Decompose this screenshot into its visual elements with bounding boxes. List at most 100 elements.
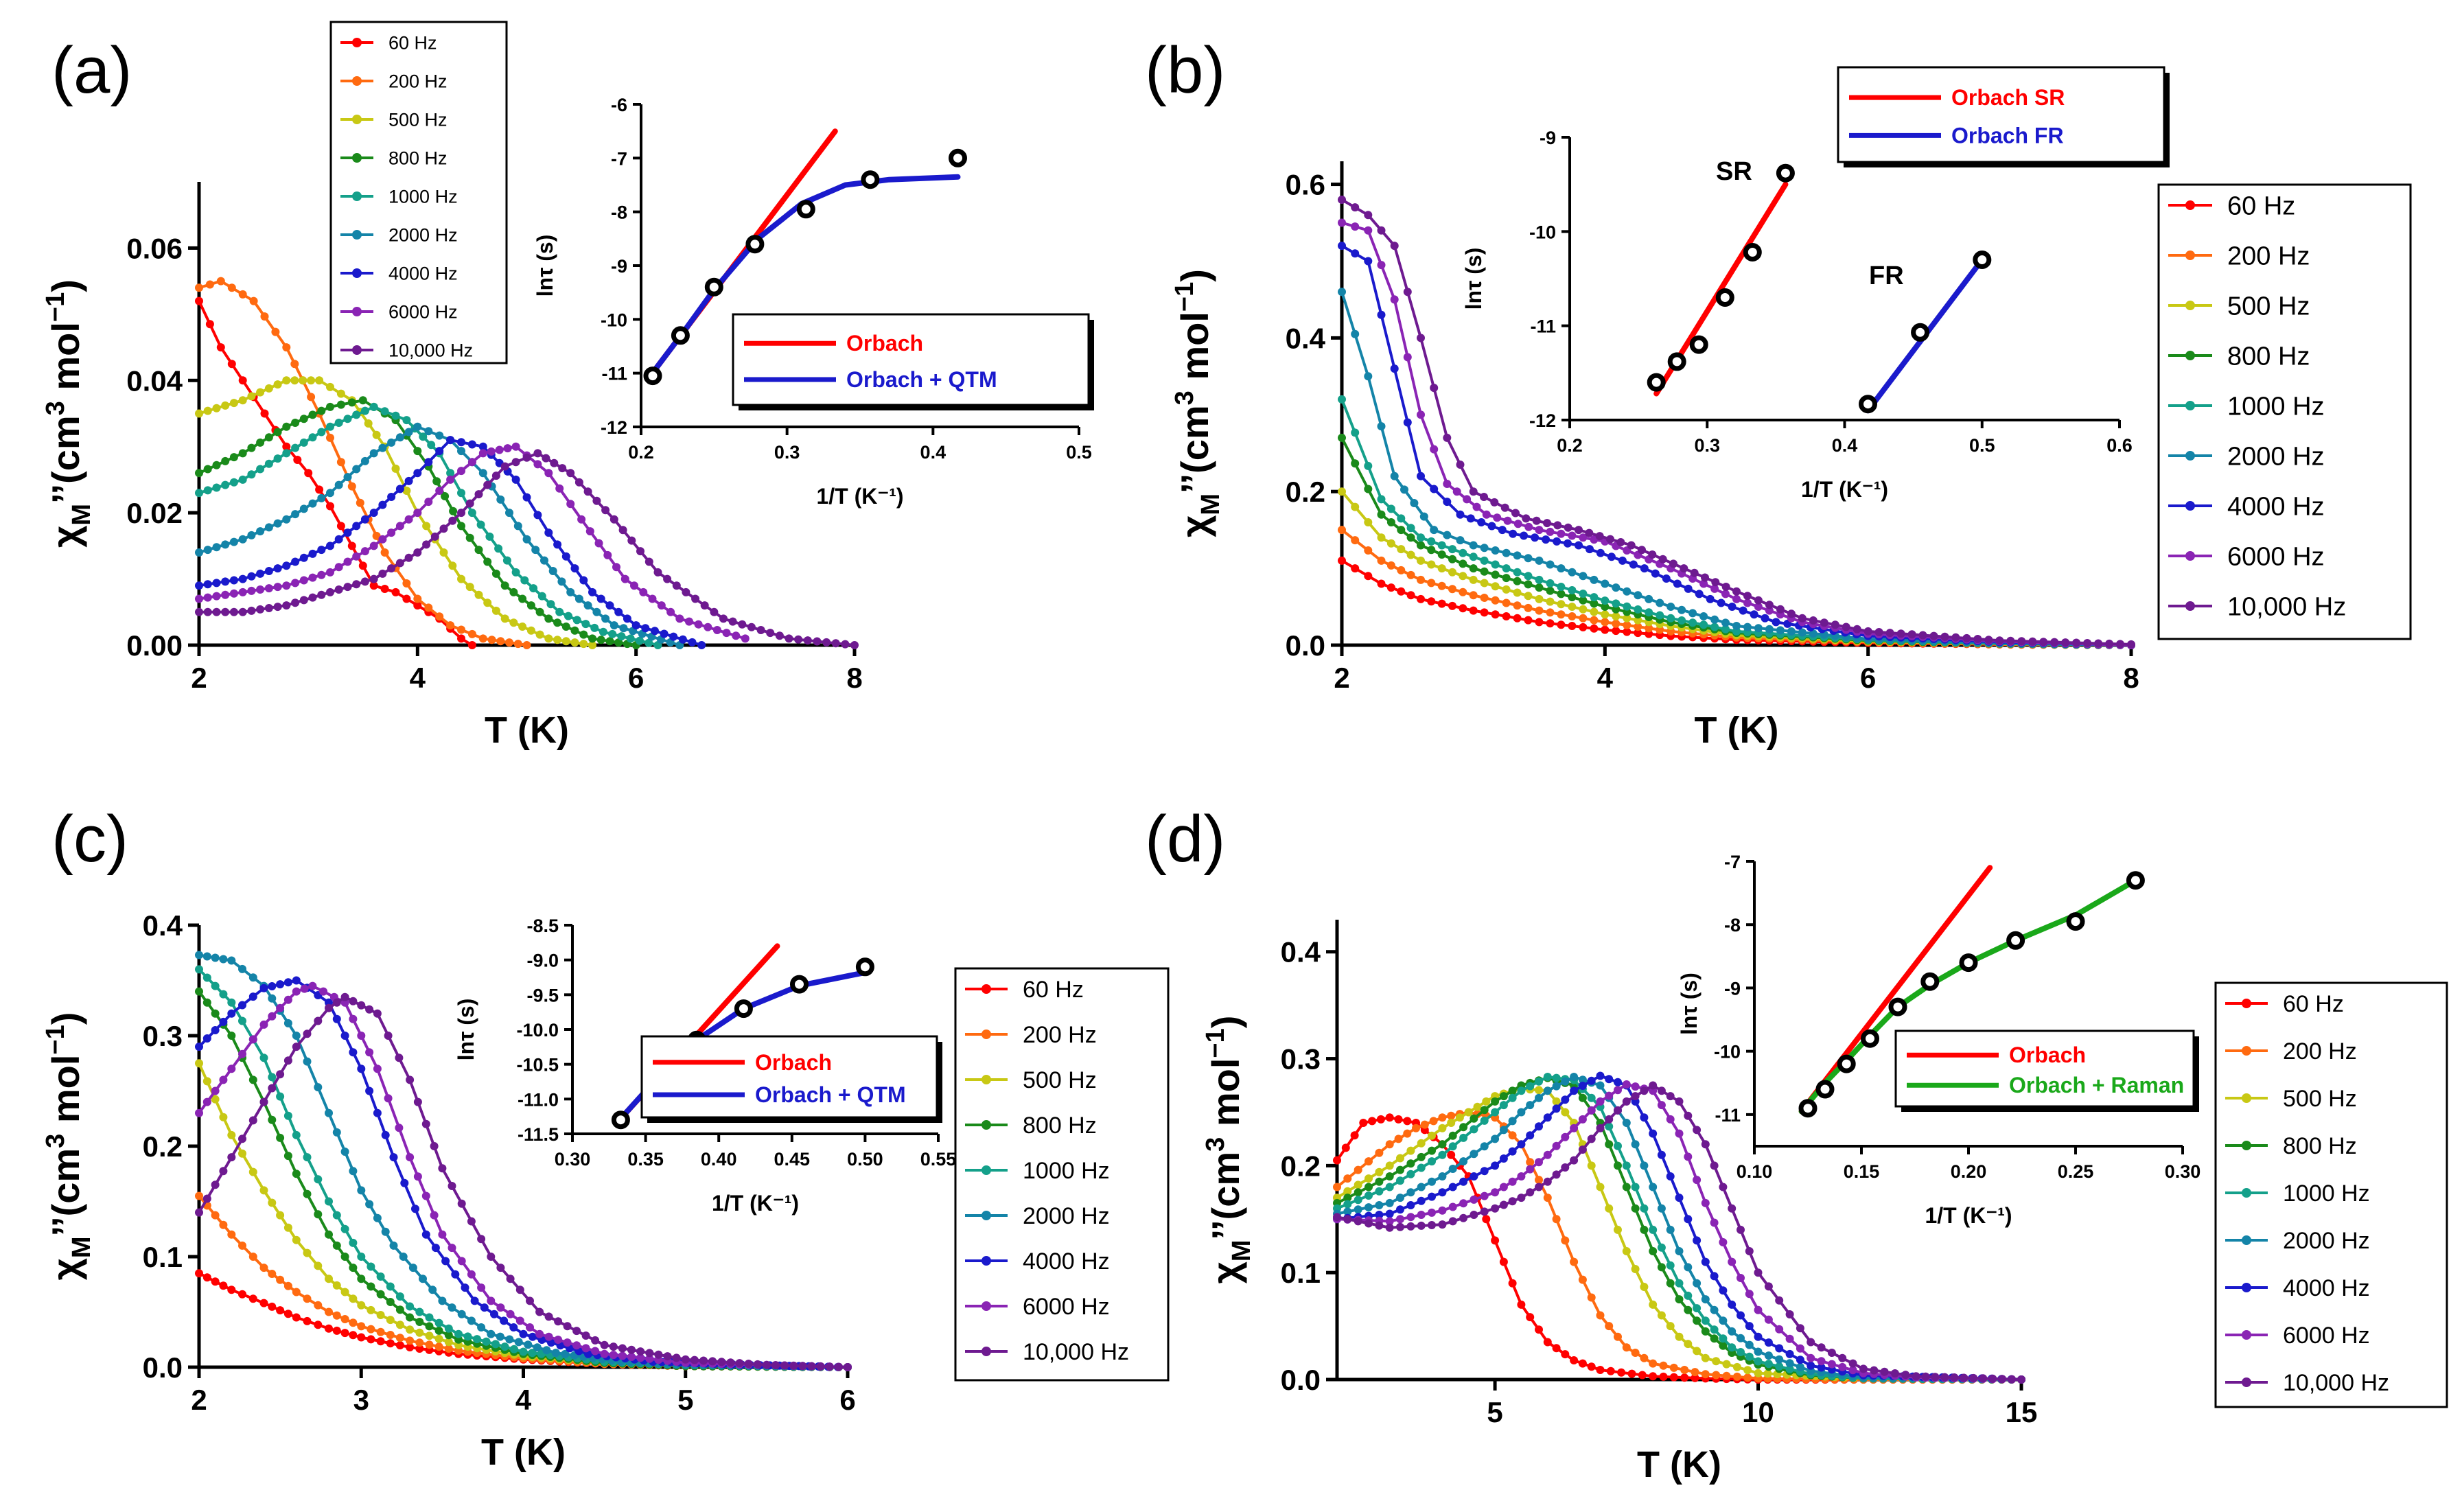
data-point: [340, 1224, 349, 1233]
legend-swatch-marker: [352, 230, 362, 240]
data-point: [1737, 1274, 1745, 1282]
y-tick-label: 0.6: [1286, 169, 1325, 201]
legend-label: 4000 Hz: [1023, 1248, 1110, 1275]
legend-entry: 200 Hz: [2225, 1038, 2357, 1065]
data-point: [372, 430, 381, 439]
data-point: [1622, 1080, 1631, 1089]
data-point: [1568, 603, 1577, 611]
data-point: [444, 1338, 453, 1347]
data-point: [332, 1211, 341, 1220]
x-axis-label: T (K): [485, 710, 569, 751]
data-point: [1677, 616, 1686, 625]
data-point: [1364, 518, 1373, 526]
data-point: [1859, 1364, 1868, 1373]
data-point: [636, 1353, 645, 1362]
data-point: [1743, 592, 1752, 601]
legend-label: 1000 Hz: [2227, 393, 2325, 421]
data-point: [268, 1012, 277, 1021]
data-point: [1612, 599, 1621, 608]
data-point: [1364, 485, 1373, 493]
data-point: [1775, 1344, 1784, 1353]
data-point: [719, 614, 728, 623]
data-point: [1508, 1131, 1517, 1140]
data-point: [1386, 518, 1395, 526]
data-point: [515, 1286, 524, 1294]
data-point: [2072, 638, 2081, 647]
data-point: [336, 522, 345, 531]
series-10000Hz-hz: [195, 449, 859, 649]
y-axis-label-part: M: [1196, 493, 1225, 515]
data-point: [1629, 560, 1638, 569]
data-point: [1772, 618, 1780, 627]
inset-y-tick-label: -9: [611, 256, 627, 277]
data-point: [2050, 638, 2059, 647]
data-point: [544, 528, 553, 537]
data-point: [227, 283, 236, 292]
data-point: [1656, 611, 1664, 620]
data-point: [1543, 1338, 1552, 1347]
data-point: [415, 1338, 424, 1347]
data-point: [732, 631, 741, 640]
data-point: [439, 524, 448, 533]
data-point: [1364, 546, 1373, 555]
data-point: [1570, 1257, 1579, 1266]
data-point: [491, 606, 500, 615]
data-point: [212, 483, 221, 492]
data-point: [1543, 1113, 1552, 1122]
data-point: [526, 626, 535, 635]
data-point: [1699, 612, 1708, 620]
data-point: [299, 438, 308, 447]
data-point: [1693, 1126, 1702, 1135]
data-point: [1377, 579, 1386, 588]
data-point: [557, 577, 566, 586]
data-point: [1386, 561, 1395, 570]
data-point: [1590, 575, 1599, 584]
data-point: [292, 1130, 301, 1139]
data-point: [1338, 526, 1346, 535]
data-point: [1406, 1188, 1415, 1197]
data-point: [203, 465, 212, 474]
inset-x-tick-label: 0.50: [847, 1149, 883, 1170]
data-point: [314, 1301, 323, 1310]
data-point: [1710, 1161, 1719, 1170]
data-point: [1743, 598, 1752, 607]
data-point: [688, 638, 697, 647]
data-point: [1406, 1146, 1415, 1155]
inset-x-tick-label: 0.10: [1737, 1161, 1773, 1182]
data-point: [1728, 1204, 1737, 1213]
series-6000Hz-hz: [195, 442, 750, 643]
data-point: [1459, 548, 1467, 557]
data-point: [1578, 1359, 1587, 1368]
y-axis-label-part: 3: [41, 1134, 70, 1148]
data-point: [1364, 461, 1373, 470]
data-point: [614, 638, 623, 647]
data-point: [268, 1073, 277, 1082]
data-point: [415, 1318, 424, 1326]
data-point: [406, 1336, 415, 1345]
data-point: [1719, 1334, 1728, 1343]
data-point: [340, 1253, 349, 1261]
data-point: [1513, 568, 1522, 577]
data-point: [502, 556, 511, 565]
data-point: [1721, 590, 1730, 598]
data-point: [211, 1009, 220, 1018]
data-point: [404, 476, 413, 485]
data-point: [451, 1270, 460, 1279]
inset-y-tick-label: -11: [1530, 316, 1556, 337]
data-point: [1765, 601, 1774, 609]
data-point: [1645, 629, 1653, 638]
inset-y-tick-label: -10.5: [516, 1055, 559, 1075]
legend-swatch-marker: [2185, 200, 2195, 210]
data-point: [248, 1167, 257, 1176]
inset-x-axis-label: 1/T (K⁻¹): [816, 484, 903, 509]
y-tick-label: 0.04: [126, 364, 183, 397]
data-point: [1406, 550, 1415, 559]
data-point: [1640, 1283, 1649, 1291]
legend-label: 1000 Hz: [1023, 1158, 1110, 1184]
data-point: [1701, 1140, 1710, 1149]
data-point: [747, 623, 756, 631]
data-point: [1443, 498, 1452, 507]
data-point: [1406, 591, 1415, 600]
